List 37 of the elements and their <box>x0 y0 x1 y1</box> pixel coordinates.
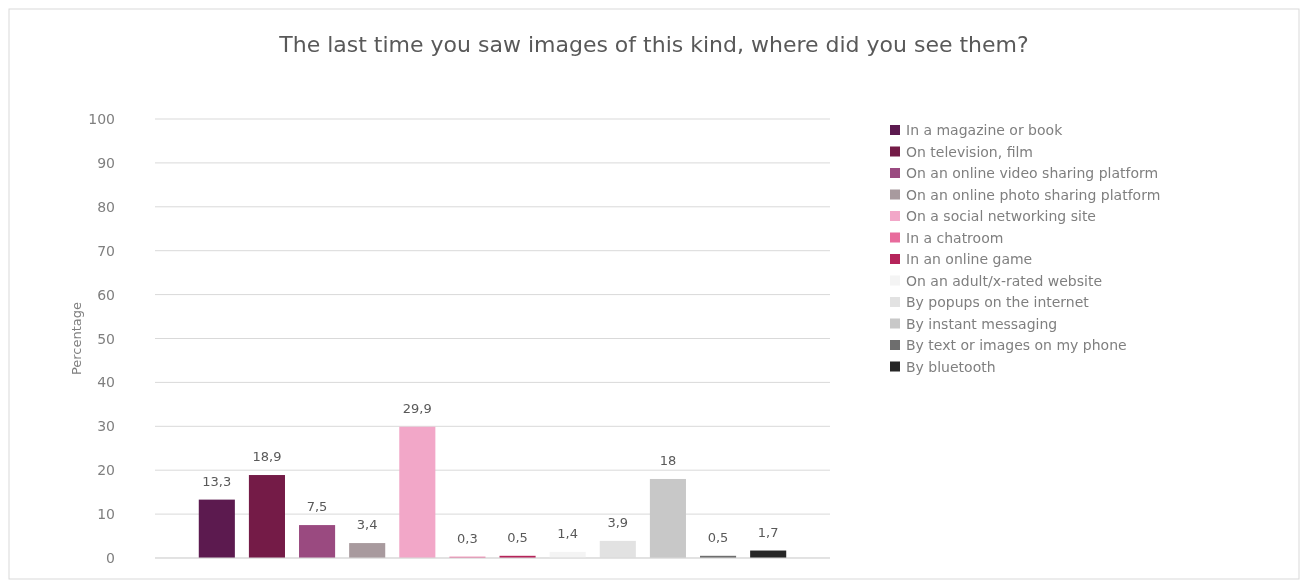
legend-label: On a social networking site <box>906 208 1096 224</box>
legend-label: On an adult/x-rated website <box>906 272 1103 289</box>
y-tick-label: 50 <box>97 330 115 347</box>
data-label: 18 <box>659 452 677 468</box>
data-label: 1,4 <box>557 525 579 541</box>
chart-title: The last time you saw images of this kind, where did you see them? <box>278 32 1029 57</box>
data-label: 0,3 <box>457 530 478 546</box>
data-label: 3,4 <box>356 517 378 533</box>
data-label: 0,5 <box>707 529 729 545</box>
y-tick-label: 80 <box>97 198 115 215</box>
legend-label: By bluetooth <box>906 358 996 375</box>
data-label: 29,9 <box>402 400 432 416</box>
legend-label: By popups on the internet <box>906 294 1090 310</box>
legend-label: In an online game <box>906 251 1033 267</box>
y-tick-label: 10 <box>97 506 115 523</box>
data-label: 13,3 <box>202 473 232 489</box>
legend-label: On television, film <box>906 143 1033 160</box>
data-label: 18,9 <box>252 449 282 465</box>
legend-label: On an online video sharing platform <box>906 165 1159 181</box>
y-tick-label: 70 <box>97 242 115 259</box>
data-label: 1,7 <box>757 524 779 540</box>
y-tick-label: 40 <box>97 374 115 391</box>
y-tick-label: 30 <box>97 418 115 435</box>
data-label: 0,5 <box>507 529 528 545</box>
legend-label: On an online photo sharing platform <box>906 186 1161 203</box>
y-tick-label: 20 <box>97 462 115 479</box>
y-axis-title: Percentage <box>69 301 84 376</box>
y-tick-label: 90 <box>97 154 115 171</box>
y-tick-label: 100 <box>88 111 115 127</box>
y-tick-label: 60 <box>97 286 115 303</box>
legend-label: By instant messaging <box>906 315 1058 332</box>
y-tick-label: 0 <box>106 550 115 566</box>
legend-label: In a chatroom <box>906 229 1004 246</box>
data-label: 7,5 <box>306 499 328 515</box>
legend-label: By text or images on my phone <box>906 337 1127 353</box>
data-label: 3,9 <box>607 514 629 530</box>
legend-label: In a magazine or book <box>906 122 1064 138</box>
